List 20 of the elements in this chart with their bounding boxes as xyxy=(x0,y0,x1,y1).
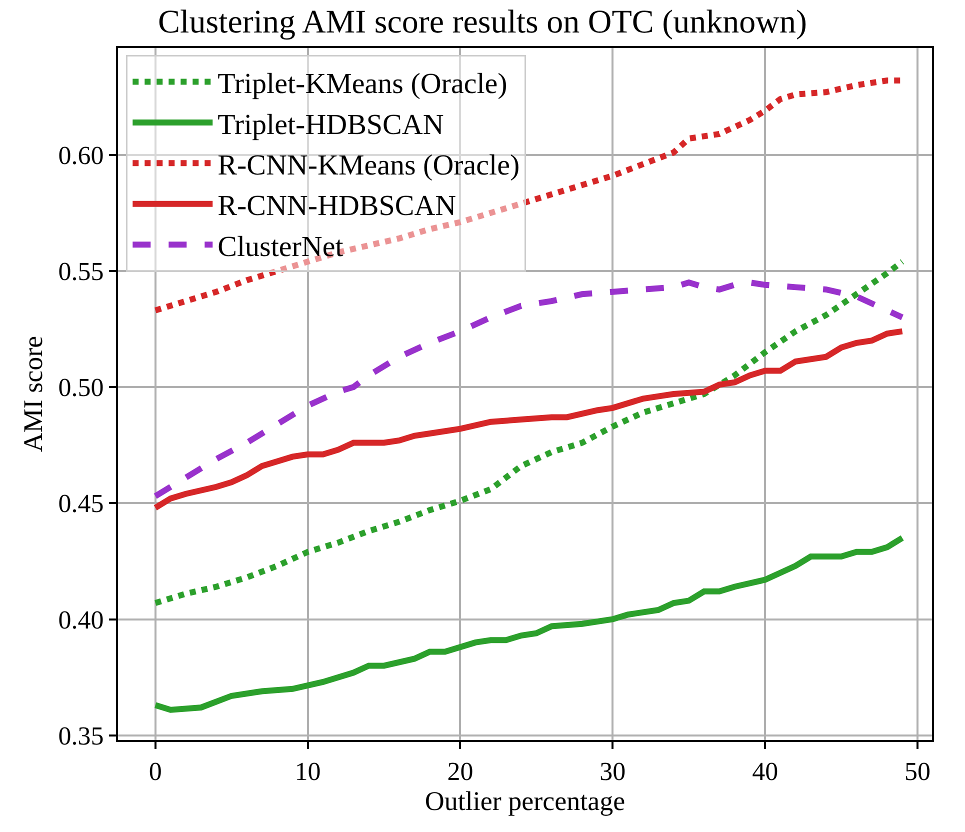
legend-label: Triplet-KMeans (Oracle) xyxy=(218,68,508,100)
y-tick-label: 0.40 xyxy=(58,605,104,634)
y-tick-label: 0.45 xyxy=(58,489,104,518)
legend-label: Triplet-HDBSCAN xyxy=(218,108,444,141)
x-axis-title: Outlier percentage xyxy=(424,786,626,816)
y-tick-label: 0.50 xyxy=(58,373,104,402)
y-axis-title: AMI score xyxy=(18,336,48,452)
x-tick-label: 10 xyxy=(294,757,321,786)
x-tick-label: 50 xyxy=(904,757,931,786)
x-tick-label: 0 xyxy=(148,757,162,786)
x-tick-label: 40 xyxy=(752,757,778,786)
y-tick-label: 0.60 xyxy=(58,140,104,170)
legend-label: R-CNN-HDBSCAN xyxy=(218,190,456,222)
x-tick-label: 20 xyxy=(447,757,474,786)
y-tick-label: 0.55 xyxy=(58,257,104,286)
y-tick-label: 0.35 xyxy=(58,721,104,750)
x-tick-label: 30 xyxy=(600,757,626,786)
legend-label: R-CNN-KMeans (Oracle) xyxy=(218,149,520,182)
legend-label: ClusterNet xyxy=(218,230,344,263)
chart-title: Clustering AMI score results on OTC (unknown) xyxy=(158,4,807,40)
